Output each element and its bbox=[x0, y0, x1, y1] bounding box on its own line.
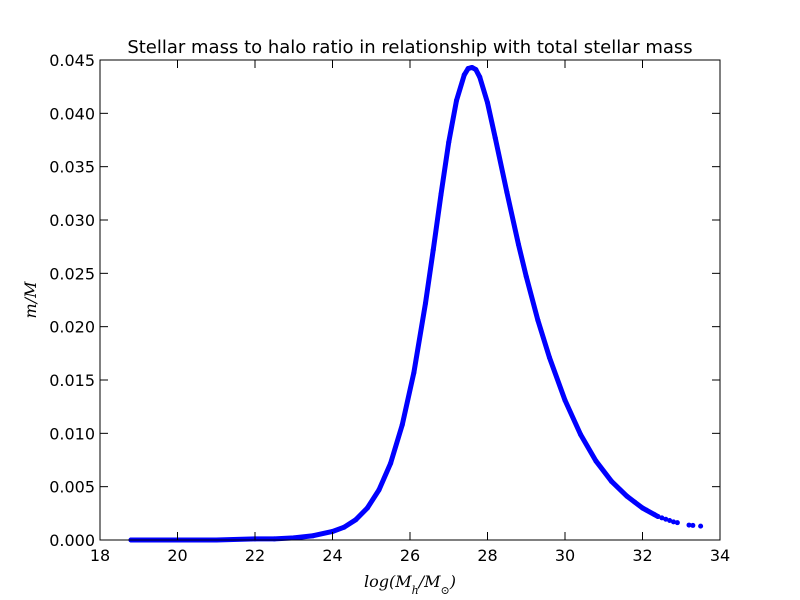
x-axis-label: log(Mh/M⊙) bbox=[364, 572, 456, 597]
data-point bbox=[659, 515, 665, 521]
y-tick-label: 0.005 bbox=[49, 478, 95, 497]
plot-frame bbox=[99, 59, 721, 541]
data-point bbox=[473, 67, 479, 73]
data-point bbox=[640, 505, 645, 511]
axis-ticks: 18 20 22 24 26 28 30 32 34 0.000 0.005 0.010 0.015 0.… bbox=[49, 51, 730, 565]
data-point bbox=[686, 522, 692, 528]
chart-title: Stellar mass to halo ratio in relationsh… bbox=[127, 37, 692, 58]
y-tick-label: 0.020 bbox=[49, 318, 95, 337]
data-point bbox=[547, 355, 552, 361]
data-point bbox=[291, 535, 297, 541]
data-point bbox=[492, 135, 498, 141]
data-point bbox=[593, 458, 599, 464]
data-point bbox=[674, 520, 680, 526]
data-point bbox=[461, 72, 467, 78]
data-point bbox=[535, 317, 541, 323]
data-point bbox=[330, 528, 335, 534]
data-point bbox=[376, 487, 382, 493]
data-point bbox=[698, 523, 704, 529]
data-point bbox=[504, 189, 510, 195]
data-point bbox=[671, 519, 676, 525]
data-point bbox=[341, 524, 347, 530]
x-tick-label: 22 bbox=[245, 546, 265, 565]
data-point bbox=[655, 514, 661, 520]
y-axis-label: m/M bbox=[21, 281, 40, 319]
data-point bbox=[411, 370, 417, 376]
data-point bbox=[562, 397, 568, 403]
y-tick-label: 0.045 bbox=[49, 51, 95, 70]
data-point bbox=[446, 139, 452, 145]
data-point bbox=[438, 191, 444, 197]
data-point bbox=[609, 478, 614, 484]
x-tick-label: 34 bbox=[710, 546, 730, 565]
data-point bbox=[485, 100, 490, 106]
data-point bbox=[667, 518, 673, 524]
data-point bbox=[632, 499, 638, 505]
data-point bbox=[477, 74, 483, 80]
y-tick-label: 0.040 bbox=[49, 104, 95, 123]
y-tick-label: 0.010 bbox=[49, 424, 95, 443]
data-point bbox=[690, 522, 696, 528]
data-point bbox=[516, 242, 521, 248]
y-tick-label: 0.035 bbox=[49, 158, 95, 177]
data-point bbox=[271, 536, 277, 542]
y-tick-label: 0.000 bbox=[49, 531, 95, 550]
data-point bbox=[454, 98, 459, 104]
data-point bbox=[399, 422, 405, 428]
data-point bbox=[469, 64, 475, 70]
x-tick-label: 20 bbox=[167, 546, 187, 565]
data-point bbox=[624, 493, 630, 499]
data-point bbox=[430, 247, 436, 253]
data-point bbox=[523, 274, 529, 280]
x-tick-label: 18 bbox=[90, 546, 110, 565]
data-point bbox=[651, 511, 657, 517]
plot-area bbox=[128, 64, 704, 543]
data-point bbox=[643, 507, 649, 513]
y-tick-label: 0.015 bbox=[49, 371, 95, 390]
data-point bbox=[578, 431, 583, 437]
data-point bbox=[388, 460, 394, 466]
data-point bbox=[423, 300, 428, 306]
data-point bbox=[663, 516, 669, 522]
x-tick-label: 32 bbox=[632, 546, 652, 565]
data-point bbox=[465, 66, 471, 72]
x-tick-label: 24 bbox=[322, 546, 342, 565]
x-tick-label: 26 bbox=[400, 546, 420, 565]
x-tick-label: 28 bbox=[477, 546, 497, 565]
y-tick-label: 0.025 bbox=[49, 264, 95, 283]
data-point bbox=[310, 533, 316, 539]
x-tick-label: 30 bbox=[555, 546, 575, 565]
data-point bbox=[364, 505, 370, 511]
y-tick-label: 0.030 bbox=[49, 211, 95, 230]
data-point bbox=[353, 517, 359, 523]
